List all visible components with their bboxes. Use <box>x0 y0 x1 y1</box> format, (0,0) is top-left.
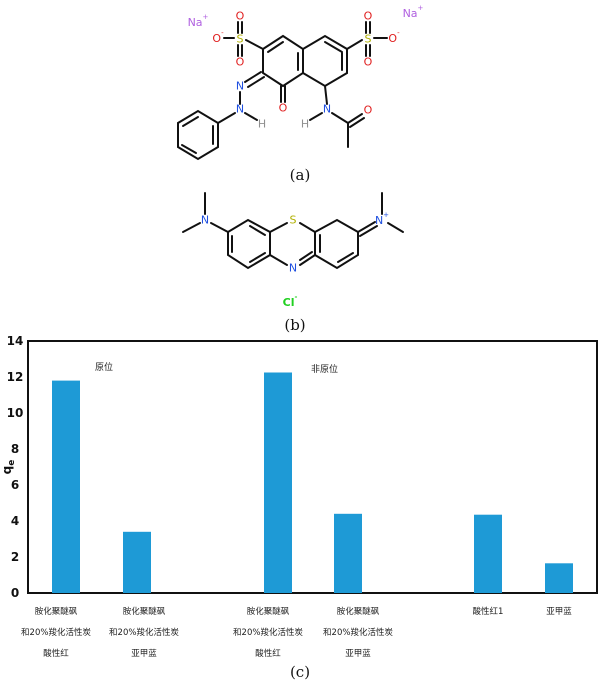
x-category-label: 亚甲蓝 <box>131 648 157 659</box>
sulfur-atom: S <box>365 33 372 46</box>
y-tick-label: 8 <box>11 442 19 456</box>
oxygen-atom: O <box>364 56 373 69</box>
oxygen-anion: O- <box>388 29 400 45</box>
hydrogen-atom: H <box>301 118 309 131</box>
nitrogen-atom: N <box>236 80 244 93</box>
caption-b: (b) <box>284 316 305 334</box>
x-category-label: 胺化聚醚砜 <box>337 606 380 617</box>
x-category-label: 酸性红 <box>255 648 281 659</box>
caption-a: (a) <box>290 166 311 184</box>
oxygen-atom: O <box>364 104 373 117</box>
chloride-ion: Cl- <box>283 293 298 309</box>
sulfur-atom: S <box>290 214 297 227</box>
sodium-ion-label: Na+ <box>188 13 209 29</box>
x-category-label: 酸性红1 <box>473 606 504 617</box>
bar <box>334 513 362 593</box>
bar <box>264 372 292 593</box>
oxygen-atom: O <box>236 10 245 23</box>
sodium-ion-label: Na+ <box>403 4 424 20</box>
nitrogen-atom: N <box>323 103 331 116</box>
bar <box>545 563 573 593</box>
sulfur-atom: S <box>237 33 244 46</box>
y-tick-label: 2 <box>11 550 19 564</box>
y-tick-label: 6 <box>11 478 19 492</box>
acid-red-structure: Na+ Na+ S S O O O O O- O- O O N N N H H … <box>177 4 424 184</box>
nitrogen-cation: N+ <box>375 211 389 227</box>
nitrogen-atom: N <box>201 214 209 227</box>
caption-c: (c) <box>290 663 310 681</box>
x-category-label: 胺化聚醚砜 <box>247 606 290 617</box>
oxygen-atom: O <box>279 102 288 115</box>
annotation-ex-situ: 非原位 <box>311 363 338 375</box>
x-category-label: 和20%羧化活性炭 <box>323 627 393 638</box>
y-tick-label: 10 <box>7 406 24 420</box>
oxygen-anion: O- <box>212 29 224 45</box>
x-category-label: 亚甲蓝 <box>546 606 572 617</box>
x-category-label: 胺化聚醚砜 <box>123 606 166 617</box>
bar <box>52 380 80 593</box>
y-tick-label: 4 <box>11 514 19 528</box>
y-tick-label: 0 <box>11 586 19 600</box>
plot-frame <box>27 340 598 594</box>
x-category-label: 和20%羧化活性炭 <box>21 627 91 638</box>
bar <box>123 531 151 593</box>
oxygen-atom: O <box>364 10 373 23</box>
y-tick-label: 14 <box>7 334 24 348</box>
oxygen-atom: O <box>236 56 245 69</box>
methylene-blue-structure: S N N N+ Cl- (b) <box>182 192 404 334</box>
bar <box>474 514 502 593</box>
nitrogen-atom: N <box>289 262 297 275</box>
y-tick-label: 12 <box>7 370 24 384</box>
x-category-label: 酸性红 <box>43 648 69 659</box>
nitrogen-atom: N <box>236 103 244 116</box>
x-category-label: 亚甲蓝 <box>345 648 371 659</box>
x-category-label: 和20%羧化活性炭 <box>233 627 303 638</box>
x-category-label: 和20%羧化活性炭 <box>109 627 179 638</box>
y-axis-label: qe <box>0 460 17 475</box>
hydrogen-atom: H <box>258 118 266 131</box>
x-category-label: 胺化聚醚砜 <box>35 606 78 617</box>
annotation-in-situ: 原位 <box>95 361 113 373</box>
